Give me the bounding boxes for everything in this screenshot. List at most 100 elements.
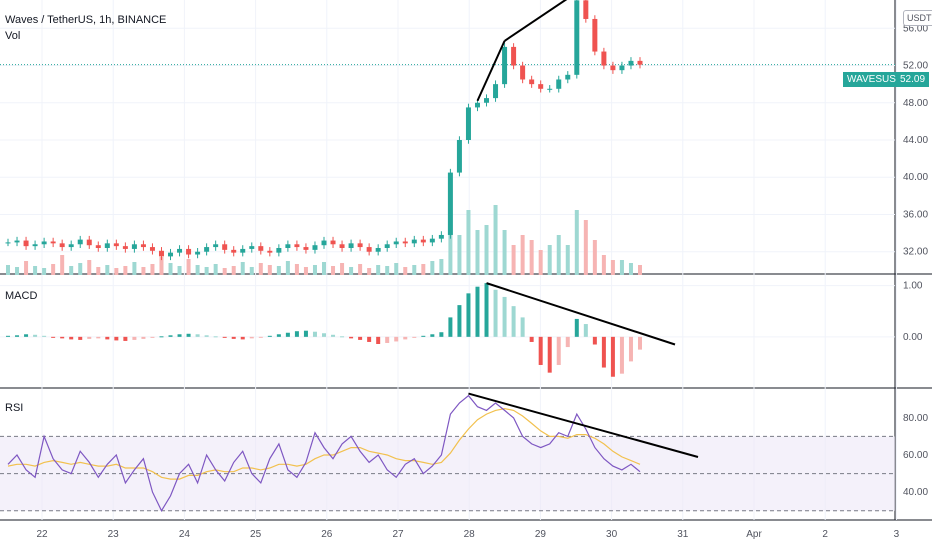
price-trendline [504,0,568,42]
volume-bar [6,265,10,275]
volume-bar [267,265,272,275]
candle [195,251,201,255]
volume-bar [42,268,47,275]
candle [258,246,264,251]
candle [213,244,219,248]
macd-bar [132,336,137,340]
y-tick-label: 56.00 [903,23,928,34]
candle [140,244,146,248]
macd-bar [592,336,597,345]
volume-bar [376,265,381,275]
volume-bar [177,266,182,275]
volume-bar [403,267,408,275]
volume-bar [15,267,20,275]
volume-bar [331,266,336,275]
y-tick-label: 40.00 [903,172,928,183]
candle [529,79,535,85]
candle [411,239,417,244]
candle [312,245,318,250]
macd-bar [51,336,56,338]
macd-bar [574,318,579,337]
y-tick-label: 44.00 [903,135,928,146]
candle [204,247,210,252]
y-tick-label: 0.00 [903,332,923,343]
volume-bar [466,210,471,275]
rsi-trendline [468,392,699,458]
candle [601,51,607,66]
volume-bar [231,266,236,275]
volume-bar [493,205,498,275]
macd-bar [619,336,624,374]
volume-bar [448,225,453,275]
x-tick-label: 25 [250,529,262,540]
volume-bar [51,264,56,275]
candle [321,240,327,246]
x-tick-label: 29 [535,529,547,540]
candle [538,84,544,89]
macd-bar [520,317,525,337]
volume-bar [204,267,209,275]
candle [484,98,490,103]
volume-bar [141,267,146,275]
volume-bar [502,230,507,275]
macd-bar [285,332,290,337]
candle [77,239,83,245]
candle [456,140,462,173]
volume-bar [628,263,633,275]
macd-trendline [486,282,676,346]
x-tick-label: 31 [677,529,689,540]
macd-bar [204,335,209,337]
candle [303,247,309,250]
candle [610,65,616,71]
candle [240,248,246,253]
volume-bar [619,260,624,275]
last-price-tag: 52.09 [896,72,930,87]
volume-bar [303,267,308,275]
volume-bar [547,245,552,275]
macd-bar [556,336,561,365]
volume-bar [520,235,525,275]
candle [366,247,372,252]
candle [375,248,381,252]
volume-bar [484,225,489,275]
currency-badge[interactable]: USDT [903,10,932,26]
macd-bar [141,336,146,339]
candle [556,79,562,89]
rsi-label: RSI [5,402,24,414]
macd-bar [385,336,390,343]
candle [50,241,56,244]
macd-bar [340,336,345,338]
macd-bar [376,336,381,344]
volume-bar [556,235,561,275]
volume-bar [159,257,164,275]
volume-bar [565,245,570,275]
macd-bar [439,332,444,337]
volume-bar [96,267,101,275]
candle [294,244,300,248]
candle [393,241,399,245]
candle [420,239,426,243]
macd-bar [349,336,354,339]
macd-bar [249,336,254,339]
candle [122,246,128,249]
macd-bar [322,333,326,337]
macd-bar [123,336,128,341]
volume-bar [168,263,173,275]
volume-bar [276,266,281,275]
volume-bar [322,262,326,275]
candle [520,65,526,80]
volume-bar [150,264,155,275]
volume-bar [610,260,615,275]
x-tick-label: 28 [464,529,476,540]
volume-bar [87,260,92,275]
macd-bar [276,334,281,337]
y-tick-label: 60.00 [903,450,928,461]
volume-bar [574,210,579,275]
macd-bar [177,334,182,337]
candle [168,252,174,257]
macd-bar [87,336,92,339]
volume-bar [457,235,462,275]
macd-bar [475,286,480,337]
macd-bar [213,336,218,338]
